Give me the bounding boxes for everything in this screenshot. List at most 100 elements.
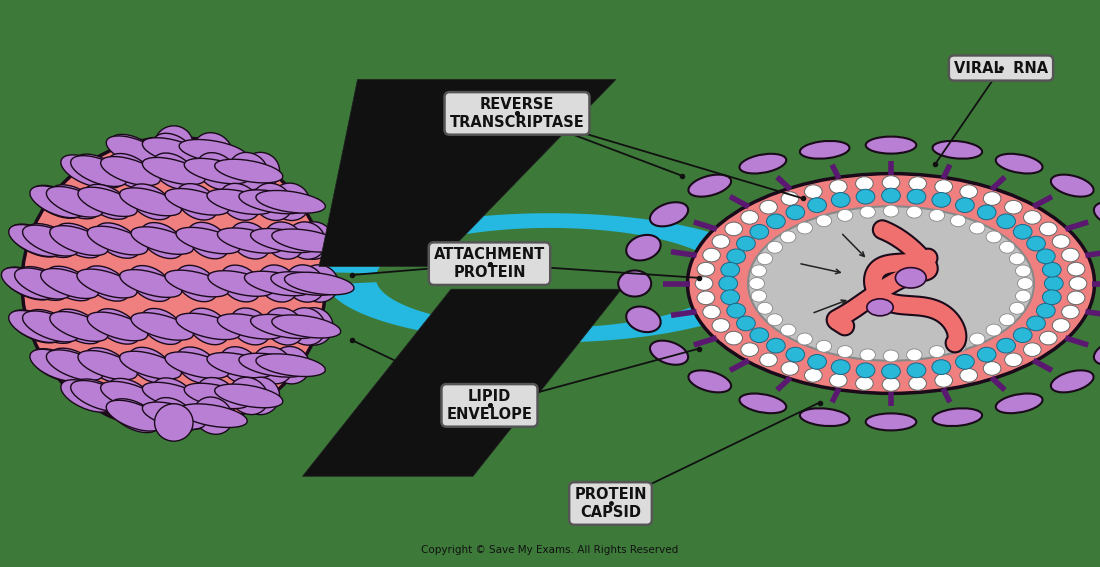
Ellipse shape bbox=[956, 198, 975, 213]
Ellipse shape bbox=[867, 299, 893, 316]
Ellipse shape bbox=[906, 206, 922, 218]
Ellipse shape bbox=[129, 265, 173, 302]
Ellipse shape bbox=[197, 378, 238, 414]
Ellipse shape bbox=[930, 209, 945, 221]
Ellipse shape bbox=[786, 205, 805, 220]
Ellipse shape bbox=[804, 369, 822, 382]
Ellipse shape bbox=[214, 384, 283, 408]
Ellipse shape bbox=[187, 308, 229, 345]
Ellipse shape bbox=[95, 309, 140, 344]
Ellipse shape bbox=[110, 134, 160, 168]
Ellipse shape bbox=[265, 308, 304, 345]
Ellipse shape bbox=[882, 176, 900, 189]
Ellipse shape bbox=[1015, 290, 1031, 302]
Ellipse shape bbox=[786, 347, 805, 362]
Ellipse shape bbox=[997, 214, 1015, 229]
Ellipse shape bbox=[18, 266, 67, 301]
Ellipse shape bbox=[253, 346, 293, 384]
Text: ATTACHMENT
PROTEIN: ATTACHMENT PROTEIN bbox=[433, 247, 546, 280]
Ellipse shape bbox=[856, 189, 875, 204]
Ellipse shape bbox=[739, 393, 786, 413]
Ellipse shape bbox=[983, 362, 1001, 375]
Ellipse shape bbox=[60, 380, 113, 412]
Ellipse shape bbox=[697, 291, 715, 304]
Ellipse shape bbox=[152, 153, 196, 189]
Ellipse shape bbox=[741, 343, 759, 357]
Ellipse shape bbox=[750, 225, 769, 239]
Ellipse shape bbox=[626, 235, 661, 260]
Ellipse shape bbox=[152, 133, 196, 170]
Ellipse shape bbox=[781, 231, 796, 243]
Ellipse shape bbox=[829, 180, 847, 193]
Ellipse shape bbox=[220, 183, 260, 220]
Ellipse shape bbox=[860, 206, 876, 218]
Ellipse shape bbox=[272, 183, 310, 221]
Ellipse shape bbox=[1023, 343, 1041, 357]
Ellipse shape bbox=[155, 404, 194, 441]
Ellipse shape bbox=[906, 349, 922, 361]
Ellipse shape bbox=[241, 153, 279, 190]
Ellipse shape bbox=[197, 153, 238, 189]
Ellipse shape bbox=[208, 270, 274, 297]
Ellipse shape bbox=[977, 205, 996, 220]
Ellipse shape bbox=[807, 198, 826, 213]
Ellipse shape bbox=[800, 141, 849, 159]
Ellipse shape bbox=[110, 399, 160, 433]
Ellipse shape bbox=[760, 200, 778, 214]
Ellipse shape bbox=[142, 158, 206, 185]
Ellipse shape bbox=[31, 185, 82, 218]
Ellipse shape bbox=[727, 249, 746, 264]
Ellipse shape bbox=[218, 228, 284, 253]
Ellipse shape bbox=[107, 136, 163, 167]
Ellipse shape bbox=[950, 340, 966, 352]
Ellipse shape bbox=[51, 185, 99, 219]
Ellipse shape bbox=[295, 222, 333, 259]
Polygon shape bbox=[326, 213, 777, 273]
Ellipse shape bbox=[1013, 225, 1032, 239]
Ellipse shape bbox=[1045, 276, 1064, 291]
Text: LIPID
ENVELOPE: LIPID ENVELOPE bbox=[447, 389, 532, 422]
Ellipse shape bbox=[1093, 202, 1100, 226]
Ellipse shape bbox=[650, 202, 689, 226]
Ellipse shape bbox=[120, 351, 182, 379]
Ellipse shape bbox=[176, 313, 240, 340]
Ellipse shape bbox=[78, 350, 138, 380]
Ellipse shape bbox=[712, 319, 729, 332]
Ellipse shape bbox=[1062, 248, 1079, 262]
Ellipse shape bbox=[829, 374, 847, 387]
Ellipse shape bbox=[176, 227, 240, 254]
Ellipse shape bbox=[253, 183, 293, 221]
Ellipse shape bbox=[1000, 242, 1015, 253]
Ellipse shape bbox=[287, 308, 326, 345]
Ellipse shape bbox=[120, 188, 182, 216]
Ellipse shape bbox=[1013, 328, 1032, 342]
Ellipse shape bbox=[84, 266, 130, 301]
Ellipse shape bbox=[882, 364, 901, 379]
Ellipse shape bbox=[737, 316, 756, 331]
Ellipse shape bbox=[1043, 263, 1062, 277]
Ellipse shape bbox=[85, 184, 131, 219]
Ellipse shape bbox=[2, 267, 54, 300]
Ellipse shape bbox=[70, 380, 126, 411]
Ellipse shape bbox=[179, 404, 248, 428]
Text: VIRAL  RNA: VIRAL RNA bbox=[954, 61, 1048, 75]
Ellipse shape bbox=[176, 347, 218, 383]
Ellipse shape bbox=[141, 308, 184, 344]
Ellipse shape bbox=[194, 397, 233, 434]
Ellipse shape bbox=[882, 378, 900, 391]
Ellipse shape bbox=[229, 153, 268, 190]
Ellipse shape bbox=[22, 137, 326, 430]
Ellipse shape bbox=[142, 382, 206, 409]
Ellipse shape bbox=[176, 265, 218, 302]
Ellipse shape bbox=[908, 189, 926, 204]
Ellipse shape bbox=[230, 308, 271, 345]
Ellipse shape bbox=[74, 154, 123, 188]
Ellipse shape bbox=[856, 376, 873, 390]
Ellipse shape bbox=[757, 302, 772, 314]
Ellipse shape bbox=[142, 138, 206, 165]
Ellipse shape bbox=[152, 397, 196, 434]
Ellipse shape bbox=[895, 268, 926, 288]
Ellipse shape bbox=[22, 311, 79, 342]
Ellipse shape bbox=[804, 185, 822, 198]
Ellipse shape bbox=[996, 393, 1043, 413]
